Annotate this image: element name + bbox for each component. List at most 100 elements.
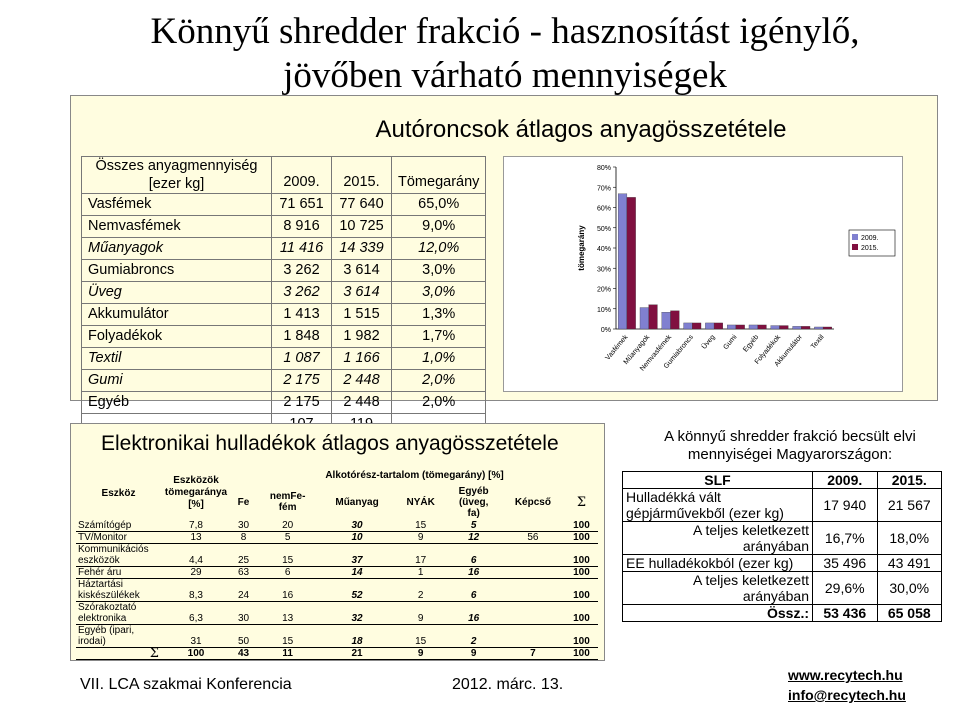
cell-sum: 100 xyxy=(573,636,590,647)
footer-conference: VII. LCA szakmai Konferencia xyxy=(80,676,292,693)
cell-egyeb: 6 xyxy=(470,590,477,601)
table-row: Gumi 2 175 2 448 2,0% xyxy=(81,369,487,392)
row-ratio: 1,7% xyxy=(390,325,487,348)
y-tick-label: 20% xyxy=(597,287,611,294)
row-2009: 8 916 xyxy=(271,215,332,238)
head-ratio-l1: Eszközök xyxy=(173,475,219,486)
bar-2015-3 xyxy=(692,322,702,330)
y-tick-label: 30% xyxy=(597,266,611,273)
page-title: Könnyű shredder frakció - hasznosítást i… xyxy=(0,10,960,98)
car-wreck-table: Összes anyagmennyiség [ezer kg] 2009. 201… xyxy=(81,156,487,457)
email-link[interactable]: info@recytech.hu xyxy=(788,687,906,703)
title-line1: Könnyű shredder frakció - hasznosítást i… xyxy=(150,11,860,52)
bar-2009-2 xyxy=(661,312,671,330)
cell-nemfe: 20 xyxy=(282,520,294,531)
bar-2009-7 xyxy=(770,325,780,330)
table-row: Üveg 3 262 3 614 3,0% xyxy=(81,281,487,304)
row-ratio: 1,3% xyxy=(390,303,487,326)
device-label: Kommunikációs eszközök xyxy=(76,544,161,567)
slf-title-l1: A könnyű shredder frakció becsült elvi xyxy=(664,428,916,445)
cell-kepcso xyxy=(501,520,565,532)
row-2015: 14 339 xyxy=(331,237,392,260)
device-label: Szórakoztató elektronika xyxy=(76,602,161,625)
website-link[interactable]: www.recytech.hu xyxy=(788,667,903,683)
slf-r2-l1: A teljes keletkezett xyxy=(693,522,809,538)
header-label-l1: Összes anyagmennyiség xyxy=(95,158,258,174)
slf-r2-l2: arányában xyxy=(742,538,809,554)
cell-mu: 30 xyxy=(351,520,363,531)
device-label: Számítógép xyxy=(76,520,161,532)
cell-fe: 25 xyxy=(237,555,250,566)
device-label-l1: Kommunikációs xyxy=(78,544,149,555)
row-2015: 2 448 xyxy=(331,369,392,392)
device-label-l1: Háztartási xyxy=(78,579,124,590)
cell-nemfe: 13 xyxy=(282,613,294,624)
cell-egyeb: 16 xyxy=(468,567,480,578)
head-egyeb-l2: (üveg, xyxy=(458,496,489,508)
slf-r1-2009: 17 940 xyxy=(812,488,878,522)
slf-head-row: SLF 2009. 2015. xyxy=(622,471,942,489)
header-2015: 2015. xyxy=(331,156,392,194)
cell-nemfe: 6 xyxy=(284,567,291,578)
row-2009: 1 087 xyxy=(271,347,332,370)
y-axis-label: tömegarány xyxy=(577,225,586,271)
electronics-title: Elektronikai hulladékok átlagos anyagöss… xyxy=(101,432,559,455)
row-2009: 11 416 xyxy=(271,237,332,260)
cell-egyeb: 12 xyxy=(468,532,480,543)
device-label-l1: Fehér áru xyxy=(78,567,122,578)
header-2009: 2009. xyxy=(271,156,332,194)
slf-r3-2015: 43 491 xyxy=(876,554,942,572)
y-tick-label: 10% xyxy=(597,307,611,314)
slf-row-total: Össz.: 53 436 65 058 xyxy=(622,604,942,622)
slf-r2-2009: 16,7% xyxy=(812,521,878,555)
head-ratio-l2: tömegaránya xyxy=(164,487,228,498)
device-label-l1: Számítógép xyxy=(78,520,132,531)
slf-r4-2009: 29,6% xyxy=(812,571,878,605)
bar-2009-6 xyxy=(748,324,758,330)
table-row: Háztartási kiskészülékek 8,3 24 16 52 2 6 100 xyxy=(76,579,598,602)
head-group: Alkotórész-tartalom (tömegarány) [%] xyxy=(325,469,504,481)
x-tick-label: Textil xyxy=(810,333,826,350)
cell-mu: 37 xyxy=(351,555,363,566)
cell-nemfe: 15 xyxy=(282,555,294,566)
row-label: Akkumulátor xyxy=(81,303,272,326)
table-row: Fehér áru 29 63 6 14 1 16 100 xyxy=(76,567,598,579)
cell-ratio: 7,8 xyxy=(189,520,203,531)
cell-fe: 30 xyxy=(237,613,250,624)
cell-nyak: 15 xyxy=(415,520,427,531)
cell-nyak: 15 xyxy=(415,636,427,647)
head-eszkoz: Eszköz xyxy=(101,487,136,499)
cell-fe: 50 xyxy=(237,636,250,647)
row-2015: 1 515 xyxy=(331,303,392,326)
row-2015: 2 448 xyxy=(331,391,392,414)
device-label-l1: TV/Monitor xyxy=(78,532,127,543)
cell-ratio: 8,3 xyxy=(189,590,203,601)
bar-chart: 0% 10% 20% 30% 40% 50% 60% 70% 80% tömegarány Vasf… xyxy=(503,156,903,392)
head-egyeb-l1: Egyéb xyxy=(458,485,489,497)
slf-r4-2015: 30,0% xyxy=(876,571,942,605)
x-tick-label: Egyéb xyxy=(742,334,760,354)
row-ratio: 3,0% xyxy=(390,259,487,282)
table-row: Egyéb 2 175 2 448 2,0% xyxy=(81,391,487,414)
car-wreck-panel: Autóroncsok átlagos anyagösszetétele Öss… xyxy=(70,95,938,457)
total-egyeb: 9 xyxy=(470,648,477,659)
cell-kepcso xyxy=(501,579,565,602)
legend-swatch xyxy=(852,234,858,240)
bar-2009-4 xyxy=(705,322,715,330)
row-label: Gumi xyxy=(81,369,272,392)
device-label: Fehér áru xyxy=(76,567,161,579)
cell-egyeb: 16 xyxy=(468,613,480,624)
head-nemfe-l2: fém xyxy=(278,502,297,513)
header-ratio: Tömegarány xyxy=(390,156,487,194)
cell-mu: 52 xyxy=(351,590,363,601)
row-2015: 1 982 xyxy=(331,325,392,348)
slf-r1-l1: Hulladékká vált xyxy=(626,489,721,505)
cell-nyak: 1 xyxy=(417,567,424,578)
bar-2015-1 xyxy=(648,304,658,330)
device-label: Háztartási kiskészülékek xyxy=(76,579,161,602)
cell-sum: 100 xyxy=(573,520,590,531)
header-label-l2: [ezer kg] xyxy=(148,176,205,192)
bar-2015-4 xyxy=(713,322,723,330)
total-nemfe: 11 xyxy=(282,648,293,659)
head-fe: Fe xyxy=(237,496,250,508)
